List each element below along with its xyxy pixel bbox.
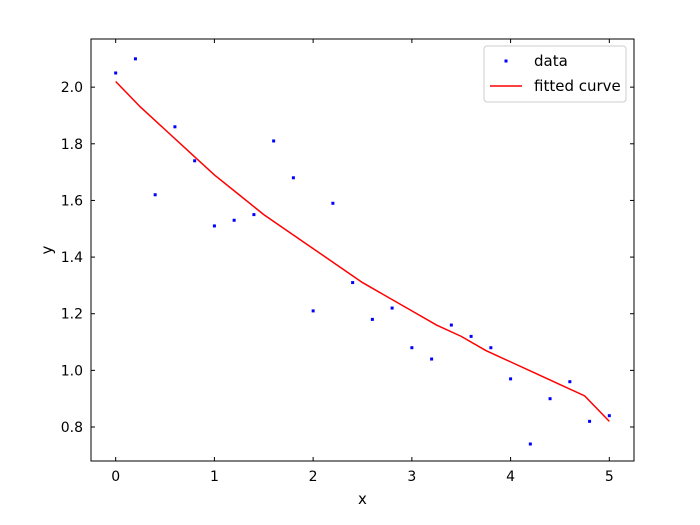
legend-label-data: data — [534, 52, 568, 70]
data-point — [311, 309, 315, 313]
data-point — [272, 139, 276, 143]
y-tick-label: 1.2 — [61, 307, 83, 323]
data-point — [410, 346, 414, 350]
y-tick-label: 1.8 — [61, 137, 83, 153]
legend: data fitted curve — [483, 45, 627, 103]
data-point — [212, 224, 216, 228]
x-tick-label: 0 — [111, 469, 120, 485]
y-tick-label: 0.8 — [61, 420, 83, 436]
x-tick-label: 4 — [506, 469, 515, 485]
data-point — [114, 71, 118, 75]
data-point — [390, 306, 394, 310]
y-tick-label: 2.0 — [61, 80, 83, 96]
data-point — [568, 380, 572, 384]
fitted-curve-line — [115, 80, 610, 422]
data-point — [173, 125, 177, 129]
legend-marker-data — [504, 59, 508, 63]
data-point — [370, 317, 374, 321]
data-point — [489, 346, 493, 350]
y-tick-label: 1.6 — [61, 193, 83, 209]
x-tick-label: 1 — [210, 469, 219, 485]
data-point — [430, 357, 434, 361]
legend-label-fitted-curve: fitted curve — [534, 77, 621, 95]
x-tick-label: 2 — [309, 469, 318, 485]
axes-frame — [90, 38, 635, 462]
x-tick-label: 5 — [605, 469, 614, 485]
data-point — [193, 159, 197, 163]
axis-ticks: 0 1 2 3 4 5 0.8 1.0 1.2 1.4 1.6 1.8 2.0 — [61, 39, 634, 485]
data-point — [469, 334, 473, 338]
data-point — [449, 323, 453, 327]
y-axis-label: y — [38, 245, 56, 254]
y-tick-label: 1.0 — [61, 363, 83, 379]
data-point — [351, 281, 355, 285]
data-point — [133, 57, 137, 61]
y-tick-label: 1.4 — [61, 250, 83, 266]
data-point — [331, 201, 335, 205]
data-point — [153, 193, 157, 197]
data-point — [528, 442, 532, 446]
x-tick-label: 3 — [407, 469, 416, 485]
plot-area — [114, 57, 611, 446]
legend-box — [483, 45, 627, 103]
data-point — [588, 419, 592, 423]
data-point — [509, 377, 513, 381]
data-point — [232, 218, 236, 222]
x-axis-label: x — [358, 490, 367, 508]
data-point — [548, 397, 552, 401]
data-point — [607, 414, 611, 418]
data-point — [252, 213, 256, 217]
data-point — [291, 176, 295, 180]
